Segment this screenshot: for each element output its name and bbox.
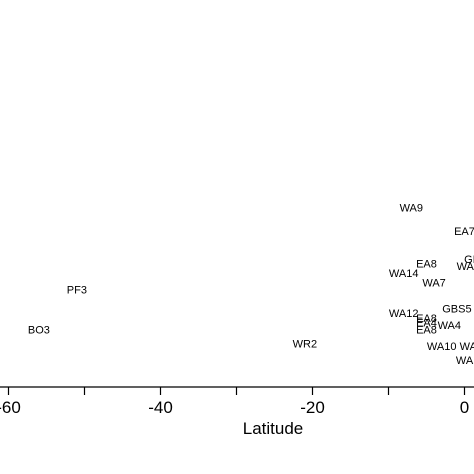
point-label: WA10 [427, 341, 457, 353]
x-tick-label: 0 [460, 398, 469, 417]
point-label: PF3 [67, 285, 87, 297]
x-axis: -60 -40 -20 0 [0, 386, 474, 417]
point-label: GB [464, 254, 474, 266]
point-label: EA8 [416, 313, 437, 325]
point-label: WA12 [389, 308, 419, 320]
point-label: WA [456, 355, 474, 367]
point-label: WA14 [389, 268, 419, 280]
x-tick-label: -40 [148, 398, 173, 417]
point-label: EA8 [416, 259, 437, 271]
point-label: WA4 [438, 320, 461, 332]
x-axis-tick-labels: -60 -40 -20 0 [0, 398, 469, 417]
point-labels: WA9EA7GBEA8WA1WA14WA7PF3GBS5WA12EA8EA4WA… [28, 202, 474, 367]
x-tick-label: -20 [300, 398, 325, 417]
point-label: WA [460, 341, 474, 353]
point-label: EA4 [416, 317, 437, 329]
x-tick-label: -60 [0, 398, 21, 417]
point-label: WA9 [400, 202, 423, 214]
point-label: WA1 [457, 261, 474, 273]
x-axis-label: Latitude [243, 419, 304, 438]
x-axis-ticks [7, 387, 466, 395]
point-label: EA8 [416, 325, 437, 337]
point-label: GBS5 [442, 303, 471, 315]
point-label: BO3 [28, 325, 50, 337]
point-label: WR2 [293, 339, 317, 351]
point-label: WA7 [422, 278, 445, 290]
point-label: EA7 [454, 226, 474, 238]
